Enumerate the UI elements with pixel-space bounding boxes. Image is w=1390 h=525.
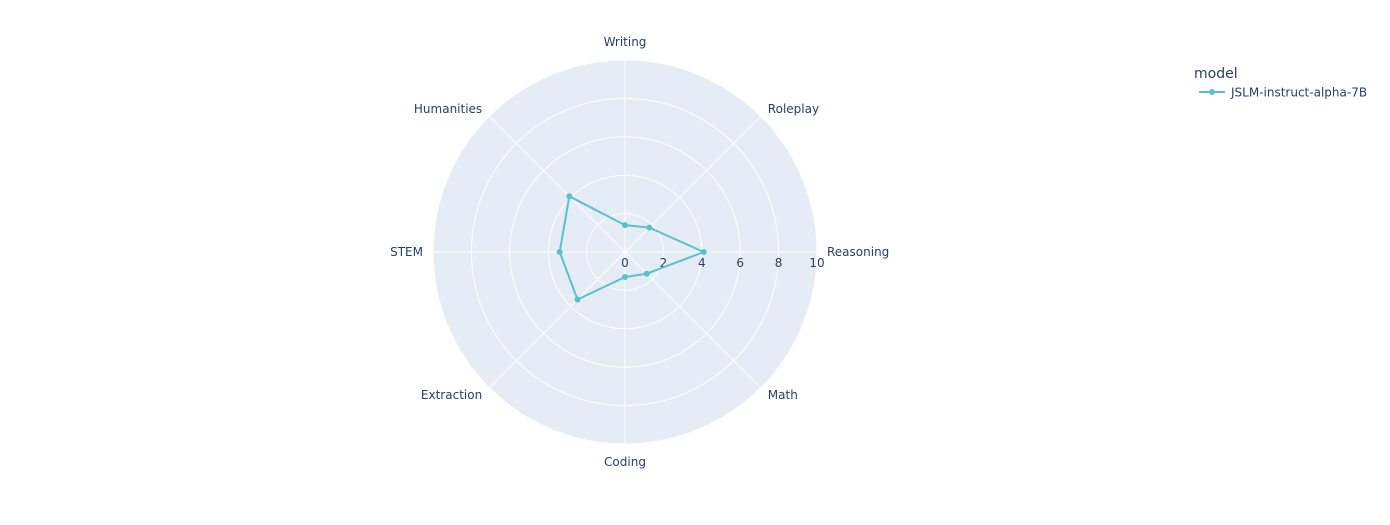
category-label-extraction: Extraction <box>421 388 482 402</box>
category-label-coding: Coding <box>604 455 646 469</box>
category-label-writing: Writing <box>604 35 647 49</box>
data-point-extraction[interactable] <box>574 296 581 303</box>
radial-tick-label: 0 <box>621 256 629 270</box>
data-point-math[interactable] <box>643 270 650 277</box>
radial-tick-label: 2 <box>660 256 668 270</box>
data-point-humanities[interactable] <box>566 193 573 200</box>
radial-tick-label: 6 <box>736 256 744 270</box>
data-point-stem[interactable] <box>556 249 563 255</box>
category-label-roleplay: Roleplay <box>768 102 819 116</box>
legend[interactable]: model JSLM-instruct-alpha-7B <box>1194 66 1367 100</box>
series-layer <box>556 193 707 303</box>
data-point-coding[interactable] <box>622 274 628 280</box>
data-point-writing[interactable] <box>622 222 628 229</box>
category-label-math: Math <box>768 388 798 402</box>
category-label-humanities: Humanities <box>414 102 482 116</box>
angular-gridlines <box>433 60 817 444</box>
angular-gridline <box>488 115 626 253</box>
radial-tick-label: 4 <box>698 256 706 270</box>
legend-marker-swatch <box>1209 89 1215 95</box>
category-label-reasoning: Reasoning <box>827 245 889 259</box>
radial-tick-label: 8 <box>775 256 783 270</box>
legend-title: model <box>1194 66 1238 82</box>
angular-axis-labels: Writing Roleplay Reasoning Math Coding Extrac… <box>390 35 889 469</box>
angular-gridline <box>488 251 626 389</box>
radial-axis-ticks: 0 2 4 6 8 10 <box>621 256 824 270</box>
legend-item-label: JSLM-instruct-alpha-7B <box>1230 86 1367 100</box>
data-point-reasoning[interactable] <box>700 249 707 255</box>
data-point-roleplay[interactable] <box>646 224 653 231</box>
category-label-stem: STEM <box>390 245 423 259</box>
radial-tick-label: 10 <box>809 256 824 270</box>
